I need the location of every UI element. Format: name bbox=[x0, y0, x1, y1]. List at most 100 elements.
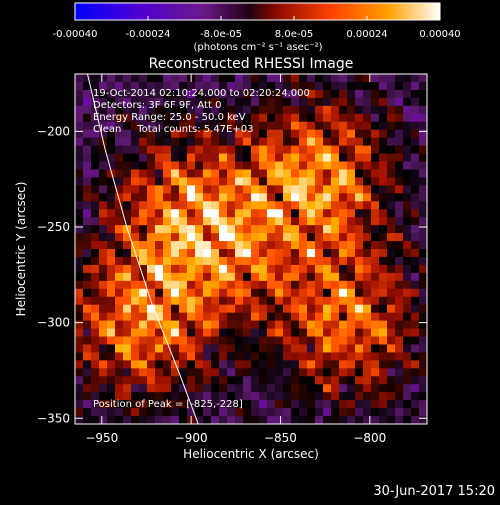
heatmap-cell bbox=[379, 336, 388, 345]
heatmap-cell bbox=[75, 344, 84, 353]
heatmap-cell bbox=[339, 272, 348, 282]
heatmap-cell bbox=[315, 169, 324, 178]
heatmap-cell bbox=[331, 217, 340, 226]
heatmap-cell bbox=[371, 376, 380, 385]
heatmap-cell bbox=[123, 193, 132, 202]
heatmap-cell bbox=[387, 177, 396, 186]
heatmap-cell bbox=[107, 185, 116, 194]
heatmap-cell bbox=[219, 81, 228, 91]
heatmap-cell bbox=[131, 384, 140, 393]
heatmap-cell bbox=[283, 328, 292, 337]
heatmap-cell bbox=[171, 169, 180, 178]
heatmap-cell bbox=[147, 241, 156, 250]
heatmap-cell bbox=[99, 336, 108, 345]
heatmap-cell bbox=[91, 249, 100, 258]
heatmap-cell bbox=[395, 272, 404, 282]
heatmap-cell bbox=[219, 121, 228, 131]
heatmap-cell bbox=[179, 193, 188, 202]
heatmap-cell bbox=[179, 129, 188, 139]
heatmap-cell bbox=[83, 137, 92, 147]
heatmap-cell bbox=[91, 400, 100, 409]
heatmap-cell bbox=[395, 137, 404, 147]
heatmap-cell bbox=[75, 272, 84, 282]
heatmap-cell bbox=[347, 336, 356, 345]
heatmap-cell bbox=[371, 352, 380, 361]
heatmap-cell bbox=[275, 185, 284, 194]
heatmap-cell bbox=[299, 280, 308, 290]
heatmap-cell bbox=[299, 352, 308, 361]
heatmap-cell bbox=[323, 193, 332, 202]
heatmap-cell bbox=[155, 320, 164, 330]
heatmap-cell bbox=[291, 145, 300, 155]
heatmap-cell bbox=[419, 288, 427, 298]
x-axis-label: Heliocentric X (arcsec) bbox=[183, 447, 319, 461]
heatmap-cell bbox=[99, 304, 108, 314]
heatmap-cell bbox=[243, 74, 252, 83]
heatmap-cell bbox=[347, 296, 356, 306]
heatmap-cell bbox=[387, 296, 396, 306]
heatmap-cell bbox=[291, 344, 300, 353]
heatmap-cell bbox=[219, 416, 228, 424]
heatmap-cell bbox=[83, 241, 92, 250]
heatmap-cell bbox=[363, 328, 372, 337]
heatmap-cell bbox=[331, 153, 340, 162]
heatmap-cell bbox=[107, 408, 116, 417]
heatmap-cell bbox=[315, 105, 324, 115]
heatmap-cell bbox=[283, 312, 292, 322]
heatmap-cell bbox=[75, 225, 84, 234]
heatmap-cell bbox=[307, 153, 316, 162]
heatmap-cell bbox=[147, 153, 156, 162]
heatmap-cell bbox=[339, 416, 348, 424]
heatmap-cell bbox=[235, 113, 244, 123]
heatmap-cell bbox=[331, 352, 340, 361]
heatmap-cell bbox=[131, 320, 140, 330]
heatmap-cell bbox=[403, 177, 412, 186]
heatmap-cell bbox=[235, 376, 244, 385]
heatmap-cell bbox=[251, 352, 260, 361]
heatmap-cell bbox=[235, 161, 244, 170]
heatmap-cell bbox=[163, 81, 172, 91]
heatmap-cell bbox=[83, 217, 92, 226]
heatmap-cell bbox=[387, 368, 396, 377]
heatmap-cell bbox=[363, 256, 372, 266]
heatmap-cell bbox=[123, 256, 132, 266]
heatmap-cell bbox=[227, 344, 236, 353]
heatmap-cell bbox=[283, 392, 292, 401]
heatmap-cell bbox=[387, 161, 396, 170]
heatmap-cell bbox=[99, 272, 108, 282]
y-tick-label: −300 bbox=[37, 316, 70, 330]
heatmap-cell bbox=[363, 129, 372, 139]
heatmap-cell bbox=[259, 81, 268, 91]
heatmap-cell bbox=[355, 256, 364, 266]
heatmap-cell bbox=[403, 153, 412, 162]
heatmap-cell bbox=[115, 249, 124, 258]
heatmap-cell bbox=[299, 400, 308, 409]
heatmap-cell bbox=[123, 97, 132, 107]
heatmap-cell bbox=[307, 360, 316, 369]
heatmap-cell bbox=[331, 384, 340, 393]
heatmap-cell bbox=[419, 376, 427, 385]
heatmap-cell bbox=[171, 352, 180, 361]
heatmap-cell bbox=[131, 121, 140, 131]
heatmap-cell bbox=[379, 209, 388, 218]
heatmap-cell bbox=[275, 360, 284, 369]
heatmap-cell bbox=[395, 264, 404, 274]
heatmap-cell bbox=[115, 272, 124, 282]
heatmap-cell bbox=[339, 336, 348, 345]
heatmap-cell bbox=[291, 121, 300, 131]
heatmap-cell bbox=[99, 368, 108, 377]
heatmap-cell bbox=[115, 129, 124, 139]
heatmap-cell bbox=[395, 376, 404, 385]
heatmap-cell bbox=[371, 81, 380, 91]
heatmap-cell bbox=[227, 145, 236, 155]
heatmap-cell bbox=[283, 288, 292, 298]
heatmap-cell bbox=[171, 376, 180, 385]
heatmap-cell bbox=[235, 312, 244, 322]
heatmap-cell bbox=[163, 400, 172, 409]
heatmap-cell bbox=[243, 352, 252, 361]
heatmap-cell bbox=[291, 376, 300, 385]
heatmap-cell bbox=[299, 201, 308, 210]
heatmap-cell bbox=[75, 312, 84, 322]
heatmap-cell bbox=[339, 121, 348, 131]
heatmap-cell bbox=[235, 217, 244, 226]
